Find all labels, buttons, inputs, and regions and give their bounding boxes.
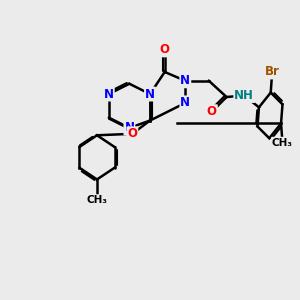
- Text: N: N: [124, 122, 134, 134]
- Text: Br: Br: [265, 65, 280, 79]
- Text: N: N: [180, 74, 190, 87]
- Text: NH: NH: [234, 89, 254, 102]
- Text: O: O: [160, 44, 170, 56]
- Text: O: O: [127, 127, 137, 140]
- Text: N: N: [145, 88, 155, 100]
- Text: N: N: [180, 96, 190, 110]
- Text: CH₃: CH₃: [86, 195, 107, 205]
- Text: CH₃: CH₃: [272, 138, 293, 148]
- Text: N: N: [104, 88, 114, 100]
- Text: O: O: [207, 105, 217, 118]
